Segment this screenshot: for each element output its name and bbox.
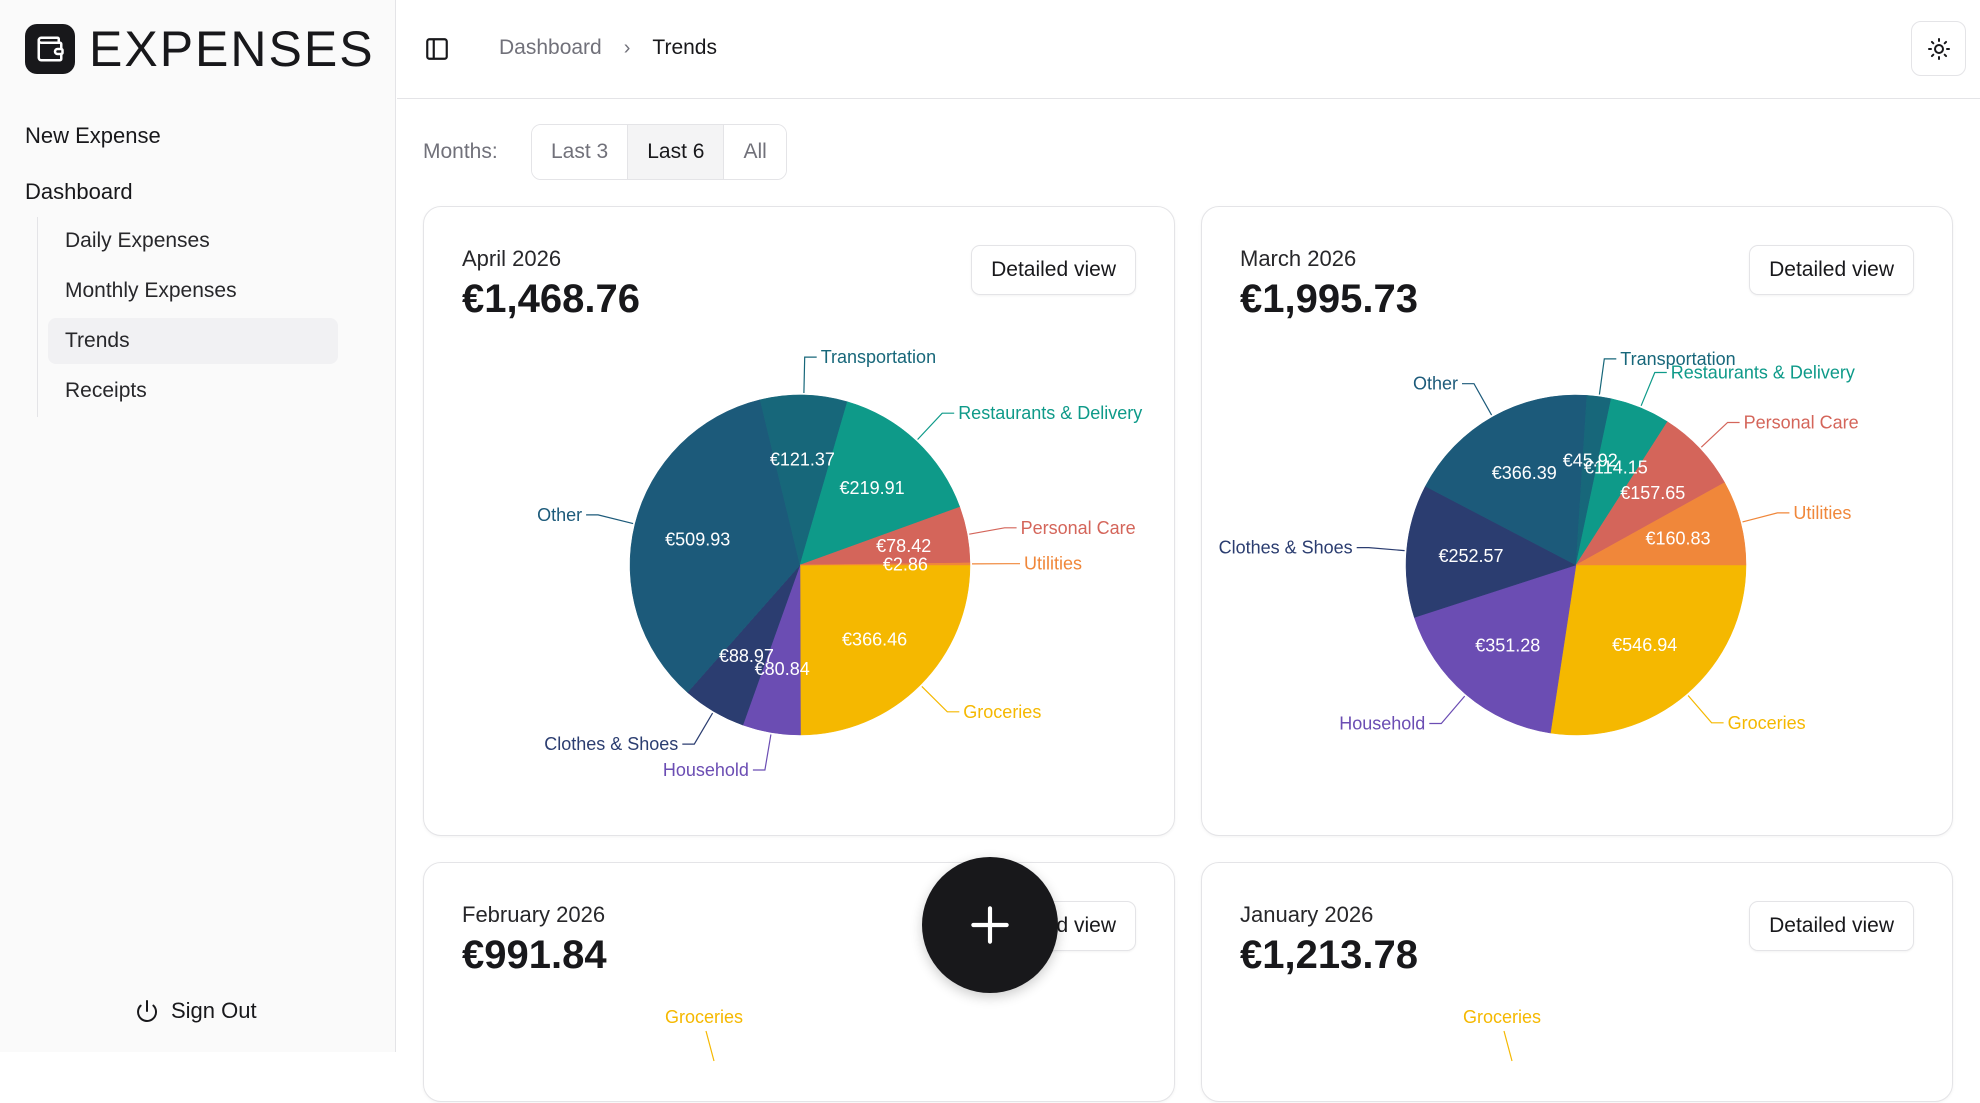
- slice-leader-line: [1688, 696, 1724, 723]
- slice-value-restaurants-delivery: €219.91: [840, 478, 905, 498]
- sidebar-item-daily-expenses[interactable]: Daily Expenses: [48, 218, 338, 264]
- slice-leader-line: [804, 357, 817, 393]
- slice-label-groceries: Groceries: [1463, 1007, 1541, 1027]
- slice-leader-line: [706, 1031, 714, 1061]
- slice-label-groceries: Groceries: [963, 702, 1041, 722]
- slice-value-clothes-shoes: €88.97: [719, 646, 774, 666]
- sign-out-button[interactable]: Sign Out: [135, 998, 257, 1024]
- slice-value-transportation: €121.37: [770, 450, 835, 470]
- month-card-february: February 2026 €991.84 Detailed view Groc…: [423, 862, 1175, 1102]
- slice-label-household: Household: [663, 760, 749, 780]
- chevron-right-icon: ›: [624, 37, 631, 60]
- breadcrumb-trends: Trends: [652, 36, 717, 60]
- sign-out-label: Sign Out: [171, 998, 257, 1024]
- months-filter: Last 3 Last 6 All: [531, 124, 787, 180]
- slice-leader-line: [969, 528, 1016, 534]
- sidebar-item-monthly-expenses[interactable]: Monthly Expenses: [48, 268, 338, 314]
- slice-leader-line: [753, 735, 771, 771]
- slice-value-clothes-shoes: €252.57: [1438, 546, 1503, 566]
- slice-label-other: Other: [537, 505, 582, 525]
- slice-leader-line: [1357, 548, 1405, 551]
- slice-leader-line: [586, 515, 633, 524]
- slice-value-personal-care: €157.65: [1620, 483, 1685, 503]
- theme-toggle-button[interactable]: [1911, 21, 1966, 76]
- slice-label-other: Other: [1413, 374, 1458, 394]
- slice-value-other: €509.93: [665, 530, 730, 550]
- sidebar-item-trends[interactable]: Trends: [48, 318, 338, 364]
- plus-icon: [965, 900, 1015, 950]
- slice-label-restaurants-delivery: Restaurants & Delivery: [1671, 363, 1855, 383]
- slice-leader-line: [1599, 359, 1616, 395]
- breadcrumb: Dashboard › Trends: [499, 36, 717, 60]
- brand-name: EXPENSES: [89, 24, 375, 74]
- slice-value-restaurants-delivery: €114.15: [1584, 458, 1648, 478]
- dashboard-subnav: Daily Expenses Monthly Expenses Trends R…: [37, 217, 358, 417]
- slice-label-groceries: Groceries: [665, 1007, 743, 1027]
- slice-value-personal-care: €78.42: [876, 536, 931, 556]
- slice-value-household: €351.28: [1475, 635, 1540, 655]
- filter-last-6[interactable]: Last 6: [628, 125, 724, 179]
- slice-leader-line: [1641, 373, 1667, 406]
- slice-label-household: Household: [1339, 714, 1425, 734]
- filter-all[interactable]: All: [724, 125, 785, 179]
- slice-leader-line: [1743, 513, 1790, 522]
- slice-value-groceries: €546.94: [1612, 635, 1677, 655]
- sidebar-item-receipts[interactable]: Receipts: [48, 368, 338, 414]
- month-card-april: April 2026 €1,468.76 Detailed view €366.…: [423, 206, 1175, 836]
- slice-value-other: €366.39: [1492, 463, 1557, 483]
- power-icon: [135, 999, 159, 1023]
- slice-label-transportation: Transportation: [821, 347, 936, 367]
- slice-value-groceries: €366.46: [842, 629, 907, 649]
- slice-leader-line: [918, 413, 955, 439]
- slice-leader-line: [922, 686, 960, 711]
- slice-label-clothes-shoes: Clothes & Shoes: [1219, 538, 1353, 558]
- top-header: Dashboard › Trends: [397, 0, 1980, 99]
- pie-chart-march: €546.94 Groceries €351.28 Household €252.57 C…: [1202, 207, 1952, 837]
- sidebar: EXPENSES New Expense Dashboard Daily Exp…: [0, 0, 396, 1052]
- filter-last-3[interactable]: Last 3: [532, 125, 628, 179]
- slice-label-personal-care: Personal Care: [1744, 413, 1859, 433]
- add-expense-button[interactable]: [922, 857, 1058, 993]
- panel-left-icon: [424, 36, 450, 62]
- sidebar-toggle-button[interactable]: [424, 36, 450, 62]
- slice-leader-line: [1462, 384, 1492, 415]
- months-label: Months:: [423, 140, 498, 164]
- brand[interactable]: EXPENSES: [25, 24, 375, 74]
- slice-value-utilities: €160.83: [1645, 529, 1710, 549]
- wallet-icon: [25, 24, 75, 74]
- nav-new-expense[interactable]: New Expense: [25, 123, 161, 149]
- slice-leader-line: [682, 713, 712, 744]
- sun-icon: [1927, 37, 1951, 61]
- slice-leader-line: [1429, 696, 1464, 723]
- slice-label-groceries: Groceries: [1728, 713, 1806, 733]
- slice-leader-line: [1701, 423, 1739, 448]
- pie-chart-february: Groceries: [424, 863, 1174, 1103]
- slice-label-clothes-shoes: Clothes & Shoes: [544, 734, 678, 754]
- slice-label-restaurants-delivery: Restaurants & Delivery: [958, 403, 1142, 423]
- month-card-january: January 2026 €1,213.78 Detailed view Gro…: [1201, 862, 1953, 1102]
- slice-label-personal-care: Personal Care: [1021, 518, 1136, 538]
- month-card-march: March 2026 €1,995.73 Detailed view €546.…: [1201, 206, 1953, 836]
- nav-dashboard[interactable]: Dashboard: [25, 179, 133, 205]
- pie-chart-april: €366.46Groceries€80.84Household€88.97Clo…: [424, 207, 1174, 837]
- slice-label-utilities: Utilities: [1024, 554, 1082, 574]
- slice-value-utilities: €2.86: [883, 554, 928, 574]
- pie-chart-january: Groceries: [1202, 863, 1952, 1103]
- breadcrumb-dashboard[interactable]: Dashboard: [499, 36, 602, 60]
- slice-leader-line: [1504, 1031, 1512, 1061]
- slice-label-utilities: Utilities: [1793, 503, 1851, 523]
